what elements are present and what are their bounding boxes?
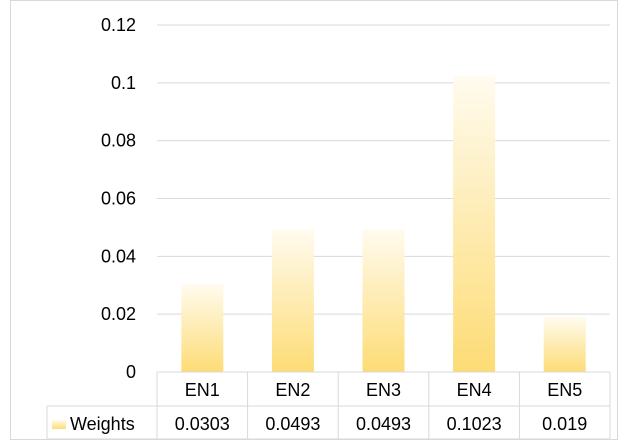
legend-series-label: Weights: [70, 414, 135, 434]
data-table-value: 0.1023: [447, 414, 502, 434]
y-tick-label: 0.02: [101, 304, 136, 324]
x-tick-label: EN2: [275, 380, 310, 400]
data-table-value: 0.0493: [265, 414, 320, 434]
y-axis-ticks: 0 0.02 0.04 0.06 0.08 0.1 0.12: [101, 15, 136, 382]
x-tick-label: EN1: [185, 380, 220, 400]
y-tick-label: 0.04: [101, 246, 136, 266]
data-table-value: 0.0493: [356, 414, 411, 434]
gridlines: [157, 24, 610, 315]
data-table-value: 0.019: [542, 414, 587, 434]
x-tick-label: EN4: [457, 380, 492, 400]
y-tick-label: 0.06: [101, 189, 136, 209]
data-table: EN1 EN2 EN3 EN4 EN5 0.0303 0.0493 0.0493 0.1023 0…: [46, 371, 611, 440]
bar: [543, 317, 586, 372]
bars: [181, 76, 586, 373]
y-tick-label: 0.08: [101, 131, 136, 151]
y-tick-label: 0.12: [101, 15, 136, 35]
chart-area: [10, 0, 618, 440]
data-table-value: 0.0303: [175, 414, 230, 434]
x-tick-label: EN3: [366, 380, 401, 400]
y-tick-label: 0.1: [111, 73, 136, 93]
x-tick-label: EN5: [547, 380, 582, 400]
y-tick-label: 0: [126, 362, 136, 382]
bar: [181, 284, 224, 372]
legend-key: [52, 420, 66, 429]
bar: [362, 229, 405, 372]
bar: [271, 229, 314, 372]
bar: [453, 76, 496, 373]
